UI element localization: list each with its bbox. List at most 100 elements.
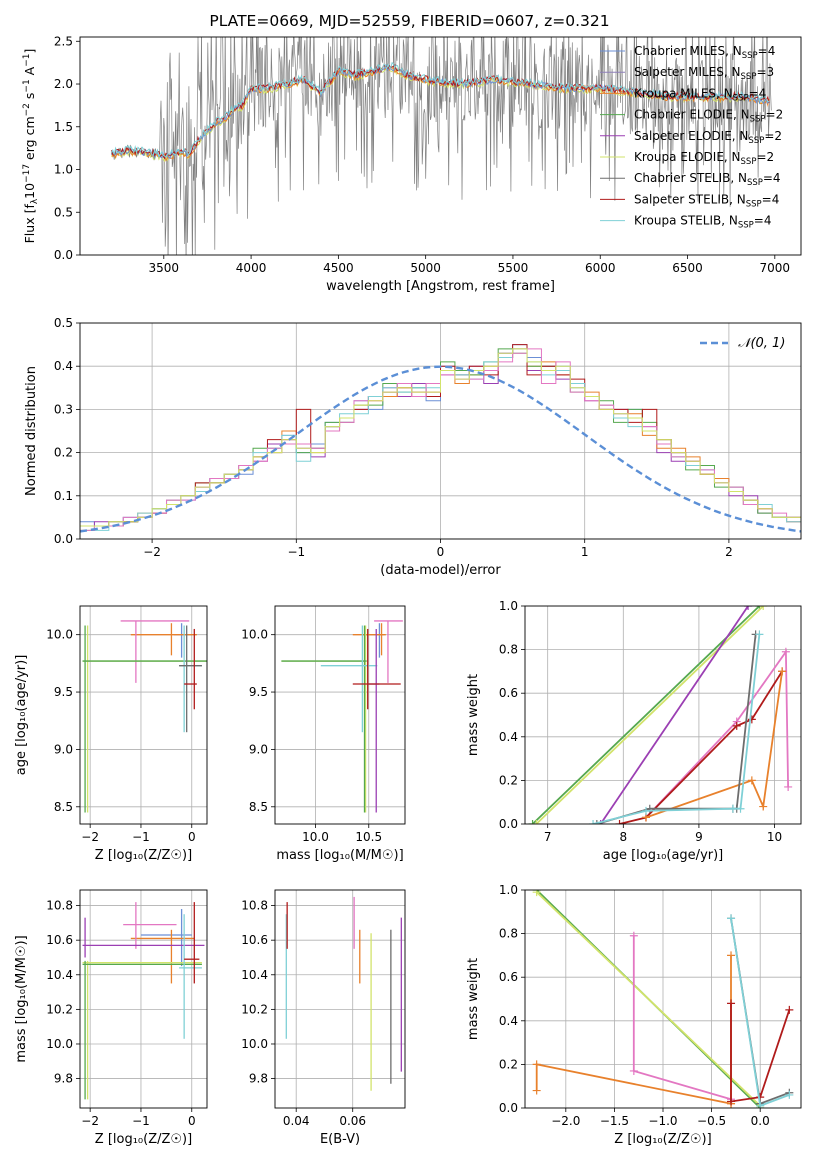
plot-area-age_vs_Z	[80, 606, 207, 824]
y-tick-label: 0.8	[499, 643, 518, 657]
y-tick-label: 9.0	[249, 742, 268, 756]
x-tick-label: −1.5	[600, 1114, 629, 1128]
y-axis-label: age [log₁₀(age/yr)]	[14, 655, 29, 776]
plus-marker	[759, 802, 768, 811]
y-tick-label: 1.5	[54, 120, 73, 134]
y-tick-label: 10.0	[241, 1037, 268, 1051]
axes-frame	[79, 322, 802, 540]
axes-frame	[274, 605, 406, 825]
y-tick-label: 10.6	[241, 933, 268, 947]
y-tick-label: 0.4	[499, 1014, 518, 1028]
y-tick-label: 8.5	[249, 800, 268, 814]
x-tick-label: 10.0	[302, 830, 329, 844]
histogram-step	[80, 348, 801, 531]
y-tick-label: 0.2	[499, 773, 518, 787]
x-tick-label: −0.5	[697, 1114, 726, 1128]
plus-marker	[756, 1101, 765, 1108]
plus-marker	[532, 820, 541, 824]
x-axis-label: Z [log₁₀(Z/Z☉)]	[95, 1132, 192, 1147]
x-axis-label: Z [log₁₀(Z/Z☉)]	[95, 848, 192, 863]
y-tick-label: 2.5	[54, 34, 73, 48]
observed-spectrum-line	[111, 37, 772, 255]
y-tick-label: 9.5	[249, 685, 268, 699]
y-tick-label: 8.5	[54, 800, 73, 814]
y-axis-label: mass weight	[466, 958, 481, 1040]
y-tick-label: 10.0	[241, 628, 268, 642]
plus-marker	[727, 1097, 736, 1106]
model-spectrum-line	[110, 61, 770, 159]
plus-marker	[744, 606, 753, 610]
y-tick-label: 10.0	[46, 628, 73, 642]
plus-marker	[727, 999, 736, 1008]
legend-label: Chabrier STELIB, NSSP=4	[634, 171, 781, 188]
plot-area-massweight_vs_Z	[525, 890, 801, 1108]
y-tick-label: 0.3	[54, 402, 73, 416]
plus-marker	[629, 1066, 638, 1075]
x-tick-label: 9	[695, 830, 703, 844]
plus-marker	[736, 804, 745, 813]
y-tick-label: 0.6	[499, 686, 518, 700]
plot-area-mass_vs_EBV	[275, 890, 405, 1108]
x-tick-label: 6000	[585, 261, 616, 275]
plus-marker	[532, 1086, 541, 1095]
series-line	[632, 935, 732, 1101]
y-tick-label: 0.5	[54, 316, 73, 330]
y-tick-label: 10.4	[241, 968, 268, 982]
x-tick-label: 10.5	[355, 830, 382, 844]
x-axis-label: wavelength [Angstrom, rest frame]	[326, 279, 555, 294]
axes-mass_vs_Z: −2 −1 0 9.8 10.0 10.2 10.4 10.6 10.8 Z [log₁₀(Z/Z…	[14, 889, 208, 1147]
axes-frame	[79, 889, 208, 1109]
series-line	[730, 1003, 791, 1103]
axes-massweight_vs_Z: −2.0 −1.5 −1.0 −0.5 0.0 0.0 0.2 0.4 0.6 0.8 1.0 Z […	[466, 883, 802, 1147]
x-tick-label: 4000	[236, 261, 267, 275]
y-tick-label: 0.4	[499, 730, 518, 744]
legend-label: Salpeter ELODIE, NSSP=2	[634, 129, 782, 146]
x-tick-label: −2	[81, 1114, 99, 1128]
y-tick-label: 2.0	[54, 77, 73, 91]
y-tick-label: 9.8	[54, 1072, 73, 1086]
y-tick-label: 9.8	[249, 1072, 268, 1086]
axes-frame	[79, 605, 208, 825]
x-tick-label: −1	[132, 830, 150, 844]
x-tick-label: 5000	[410, 261, 441, 275]
y-axis-label: mass [log₁₀(M/M☉)]	[14, 935, 29, 1062]
x-axis-label: Z [log₁₀(Z/Z☉)]	[614, 1132, 711, 1147]
axes-spectrum: 3500 4000 4500 5000 5500 6000 6500 7000 0.0 0.5 1.…	[22, 34, 802, 294]
axes-age_vs_mass: 10.0 10.5 8.5 9.0 9.5 10.0 mass [log₁₀(M/M☉)]	[241, 605, 406, 863]
plus-marker	[732, 721, 741, 730]
plot-area-age_vs_mass	[275, 606, 405, 824]
legend-label: Kroupa STELIB, NSSP=4	[634, 214, 772, 231]
x-axis-label: (data-model)/error	[380, 563, 501, 578]
series-line	[599, 606, 749, 824]
y-tick-label: 0.5	[54, 205, 73, 219]
x-tick-label: −1	[132, 1114, 150, 1128]
x-axis-label: age [log₁₀(age/yr)]	[603, 848, 724, 863]
plus-marker	[532, 890, 541, 897]
plot-area-mass_vs_Z	[80, 890, 207, 1108]
y-tick-label: 0.6	[499, 970, 518, 984]
y-tick-label: 0.4	[54, 359, 73, 373]
y-tick-label: 1.0	[54, 163, 73, 177]
plus-marker	[784, 782, 793, 791]
axes-frame	[524, 889, 802, 1109]
y-tick-label: 10.6	[46, 933, 73, 947]
x-tick-label: 3500	[149, 261, 180, 275]
x-axis-label: E(B-V)	[320, 1132, 360, 1147]
series-line	[531, 606, 761, 824]
y-tick-label: 0.0	[499, 1101, 518, 1115]
plus-marker	[781, 647, 790, 656]
legend-label: Salpeter STELIB, NSSP=4	[634, 192, 779, 209]
x-tick-label: −2	[81, 830, 99, 844]
x-tick-label: 7	[544, 830, 552, 844]
legend-label: Kroupa ELODIE, NSSP=2	[634, 150, 774, 167]
x-tick-label: −2.0	[551, 1114, 580, 1128]
series-line	[645, 671, 783, 819]
plot-area-spectrum	[110, 37, 772, 255]
legend-label: Salpeter MILES, NSSP=3	[634, 65, 774, 82]
y-tick-label: 10.4	[46, 968, 73, 982]
plot-area-massweight_vs_age	[525, 606, 801, 824]
y-axis-label: Flux [fλ10−17 erg cm−2 s−1 A−1]	[22, 49, 40, 244]
y-tick-label: 10.8	[241, 899, 268, 913]
legend-label: 𝒩(0, 1)	[738, 336, 785, 351]
histogram-step	[80, 344, 801, 527]
